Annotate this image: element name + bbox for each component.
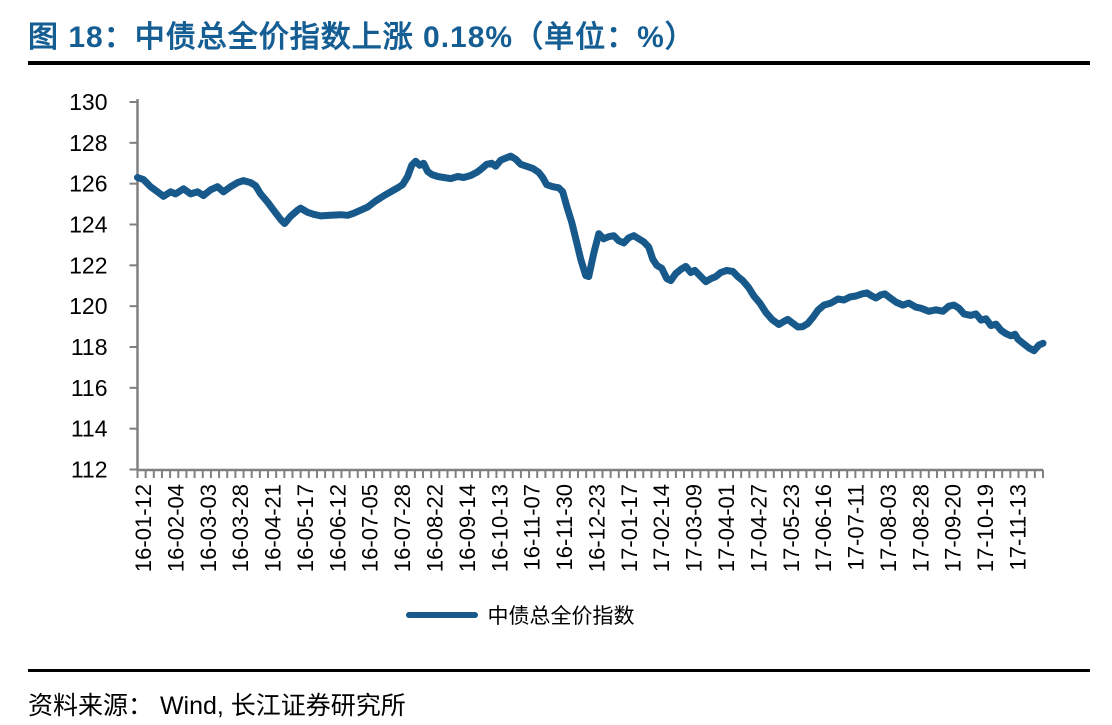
footer-divider <box>28 669 1090 672</box>
y-tick-label: 124 <box>69 212 108 238</box>
y-tick-label: 116 <box>71 375 108 401</box>
x-tick-label: 16-04-21 <box>261 484 286 572</box>
x-tick-label: 16-07-28 <box>390 484 415 572</box>
x-tick-label: 16-03-28 <box>228 484 253 572</box>
x-tick-label: 17-01-17 <box>617 484 642 572</box>
legend: 中债总全价指数 <box>0 598 1040 632</box>
y-tick-label: 128 <box>69 130 107 156</box>
x-tick-label: 17-07-11 <box>844 484 869 570</box>
x-tick-label: 17-04-01 <box>714 484 739 572</box>
x-tick-label: 17-03-09 <box>682 484 707 572</box>
x-tick-label: 16-01-12 <box>131 484 156 572</box>
x-tick-label: 16-11-30 <box>552 484 577 570</box>
x-tick-label: 16-03-03 <box>196 484 221 572</box>
source-note: 资料来源： Wind, 长江证券研究所 <box>28 692 406 720</box>
y-tick-label: 118 <box>71 334 108 360</box>
y-tick-label: 112 <box>71 457 108 483</box>
x-tick-label: 16-10-13 <box>487 484 512 572</box>
x-tick-label: 17-10-19 <box>973 484 998 572</box>
title-divider <box>28 61 1090 65</box>
x-tick-label: 16-07-05 <box>358 484 383 572</box>
x-tick-label: 17-06-16 <box>811 484 836 572</box>
y-tick-label: 126 <box>69 171 107 197</box>
x-tick-label: 17-05-23 <box>779 484 804 572</box>
x-tick-label: 16-09-14 <box>455 484 480 572</box>
series-line <box>134 152 1047 355</box>
y-tick-label: 122 <box>69 252 107 278</box>
legend-label: 中债总全价指数 <box>487 605 635 628</box>
x-tick-label: 16-06-12 <box>325 484 350 572</box>
legend-line-swatch <box>405 612 478 618</box>
x-tick-label: 16-11-07 <box>520 484 545 570</box>
y-tick-label: 130 <box>69 89 107 115</box>
x-tick-label: 17-02-14 <box>649 484 674 572</box>
x-tick-label: 17-11-13 <box>1005 484 1030 570</box>
figure-title: 图 18：中债总全价指数上涨 0.18%（单位：%） <box>28 21 696 54</box>
x-tick-label: 17-08-03 <box>876 484 901 572</box>
x-tick-label: 16-05-17 <box>293 484 318 572</box>
x-tick-label: 17-04-27 <box>746 484 771 572</box>
x-tick-label: 16-08-22 <box>422 484 447 572</box>
y-tick-label: 120 <box>69 293 107 319</box>
x-tick-label: 16-12-23 <box>584 484 609 572</box>
y-tick-label: 114 <box>71 416 108 442</box>
x-tick-label: 17-09-20 <box>941 484 966 572</box>
x-tick-label: 16-02-04 <box>163 484 188 572</box>
x-tick-label: 17-08-28 <box>908 484 933 572</box>
